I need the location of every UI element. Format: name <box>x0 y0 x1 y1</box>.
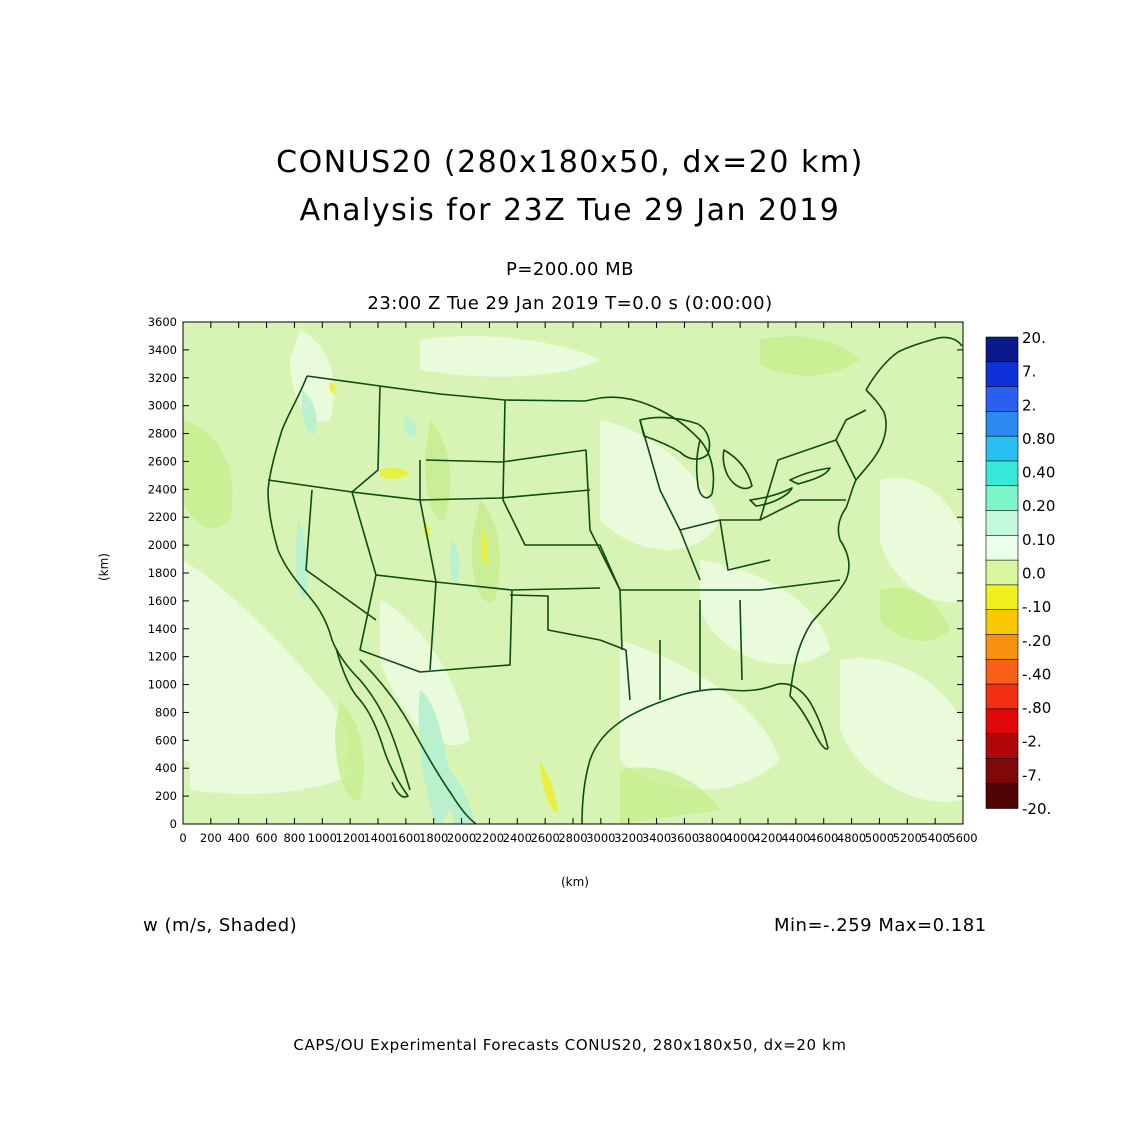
colorbar-swatch <box>985 634 1019 661</box>
x-tick-label: 3800 <box>698 831 727 845</box>
y-axis-ticks: 0 200 400 600 800 1000 1200 1400 1600 1800 2000 220… <box>148 315 963 831</box>
x-tick-label: 5400 <box>921 831 950 845</box>
x-tick-label: 0 <box>179 831 186 845</box>
y-tick-label: 3400 <box>148 343 177 357</box>
y-tick-label: 3600 <box>148 315 177 329</box>
x-tick-label: 800 <box>283 831 305 845</box>
x-tick-label: 1800 <box>419 831 448 845</box>
colorbar-swatch <box>985 609 1019 636</box>
colorbar-swatch <box>985 435 1019 462</box>
y-tick-label: 1800 <box>148 566 177 580</box>
colorbar-swatch <box>985 460 1019 487</box>
y-tick-label: 800 <box>155 705 177 719</box>
colorbar-label: -.40 <box>1022 665 1051 683</box>
colorbar-label: 0.10 <box>1022 531 1055 549</box>
x-tick-label: 2000 <box>447 831 476 845</box>
y-tick-label: 3000 <box>148 399 177 413</box>
x-tick-label: 2400 <box>503 831 532 845</box>
colorbar-swatch <box>985 733 1019 760</box>
colorbar-swatch <box>985 708 1019 735</box>
y-tick-label: 2600 <box>148 454 177 468</box>
plot-title-line2: Analysis for 23Z Tue 29 Jan 2019 <box>299 193 841 228</box>
x-tick-label: 600 <box>256 831 278 845</box>
y-tick-label: 3200 <box>148 371 177 385</box>
x-tick-label: 2600 <box>531 831 560 845</box>
x-tick-label: 2800 <box>558 831 587 845</box>
colorbar-label: -.20 <box>1022 632 1051 650</box>
x-tick-label: 4600 <box>809 831 838 845</box>
x-tick-label: 3200 <box>614 831 643 845</box>
pressure-level-label: P=200.00 MB <box>505 259 635 280</box>
colorbar-swatch <box>985 411 1019 437</box>
x-axis-label: (km) <box>560 875 589 889</box>
y-tick-label: 200 <box>155 789 177 803</box>
colorbar-label: 0.80 <box>1022 430 1055 448</box>
colorbar-swatch <box>985 336 1019 363</box>
valid-time-label: 23:00 Z Tue 29 Jan 2019 T=0.0 s (0:00:00… <box>367 293 773 314</box>
colorbar-label: 7. <box>1022 363 1036 381</box>
footer-credit: CAPS/OU Experimental Forecasts CONUS20, … <box>293 1036 847 1054</box>
colorbar-swatch <box>985 361 1019 388</box>
colorbar-label: 0.20 <box>1022 497 1055 515</box>
colorbar-swatch <box>985 584 1019 611</box>
y-tick-label: 1000 <box>148 678 177 692</box>
colorbar-swatch <box>985 485 1019 512</box>
x-tick-label: 4000 <box>726 831 755 845</box>
y-tick-label: 1200 <box>148 650 177 664</box>
colorbar-swatch <box>985 559 1019 586</box>
y-tick-label: 2800 <box>148 427 177 441</box>
colorbar-swatch <box>985 658 1019 685</box>
shaded-field <box>183 322 963 824</box>
variable-label: w (m/s, Shaded) <box>143 915 298 936</box>
x-tick-label: 4400 <box>781 831 810 845</box>
y-tick-label: 2400 <box>148 482 177 496</box>
x-tick-label: 1600 <box>391 831 420 845</box>
y-axis-label: (km) <box>97 552 112 582</box>
x-tick-label: 2200 <box>475 831 504 845</box>
x-tick-label: 400 <box>228 831 250 845</box>
colorbar-swatch <box>985 386 1019 413</box>
colorbar-swatch <box>985 758 1019 785</box>
y-tick-label: 1600 <box>148 594 177 608</box>
x-tick-label: 5200 <box>893 831 922 845</box>
y-tick-label: 2000 <box>148 538 177 552</box>
colorbar-swatch <box>985 782 1019 809</box>
y-tick-label: 400 <box>155 761 177 775</box>
colorbar-label: -7. <box>1022 766 1042 784</box>
colorbar-label: -20. <box>1022 800 1051 818</box>
colorbar-label: -.10 <box>1022 598 1051 616</box>
colorbar-swatch <box>985 510 1019 537</box>
x-tick-label: 200 <box>200 831 222 845</box>
colorbar-label: 20. <box>1022 329 1046 347</box>
colorbar-label: -2. <box>1022 733 1042 751</box>
x-tick-label: 5600 <box>948 831 977 845</box>
plot-title-line1: CONUS20 (280x180x50, dx=20 km) <box>276 145 864 180</box>
x-tick-label: 3000 <box>586 831 615 845</box>
colorbar-swatch <box>985 683 1019 710</box>
x-tick-label: 5000 <box>865 831 894 845</box>
x-tick-label: 4200 <box>753 831 782 845</box>
y-tick-label: 2200 <box>148 510 177 524</box>
x-tick-label: 1200 <box>336 831 365 845</box>
x-axis-ticks: 0 200 400 600 800 100012001400160018002000220… <box>179 322 978 845</box>
colorbar: 20. 7. 2. 0.80 0.40 0.20 0.10 0.0 -.10 -.20 -.40 -.… <box>985 329 1055 818</box>
colorbar-label: 2. <box>1022 396 1036 414</box>
y-tick-label: 1400 <box>148 622 177 636</box>
x-tick-label: 3600 <box>670 831 699 845</box>
y-tick-label: 600 <box>155 733 177 747</box>
map-borders <box>267 336 963 824</box>
colorbar-label: -.80 <box>1022 699 1051 717</box>
colorbar-label: 0.0 <box>1022 565 1046 583</box>
x-tick-label: 4800 <box>837 831 866 845</box>
colorbar-swatch <box>985 535 1019 561</box>
colorbar-label: 0.40 <box>1022 464 1055 482</box>
x-tick-label: 1400 <box>363 831 392 845</box>
x-tick-label: 1000 <box>308 831 337 845</box>
min-max-label: Min=-.259 Max=0.181 <box>774 915 987 936</box>
x-tick-label: 3400 <box>642 831 671 845</box>
y-tick-label: 0 <box>170 817 177 831</box>
